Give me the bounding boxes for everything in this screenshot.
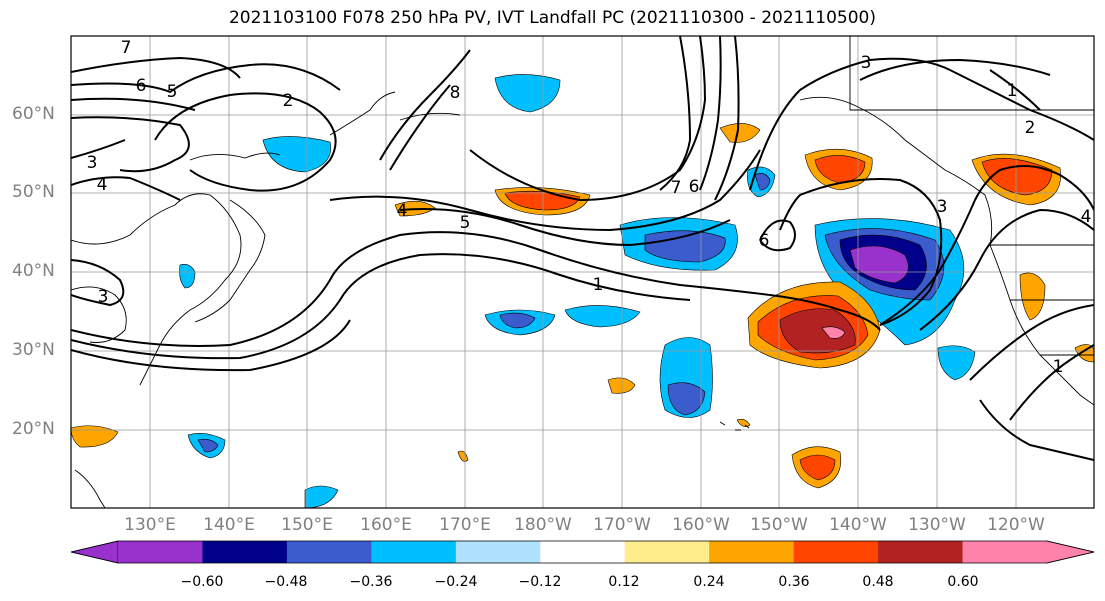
lon-label: 150°W <box>750 515 808 535</box>
colorbar-extend-high <box>1046 540 1095 564</box>
lon-label: 180°W <box>514 515 572 535</box>
pv-contours <box>71 36 1094 461</box>
contour-label: 5 <box>460 213 471 233</box>
colorbar-tick-label: 0.36 <box>778 574 810 590</box>
contour-label: 2 <box>1025 118 1036 138</box>
contour-labels: 7 6 5 2 3 4 8 4 5 1 7 6 6 3 3 2 1 4 3 1 <box>87 38 1092 377</box>
colorbar-tick-label: 0.24 <box>693 574 725 590</box>
contour-label: 7 <box>671 178 682 198</box>
contour-label: 6 <box>689 177 700 197</box>
contour-label: 6 <box>759 231 770 251</box>
colorbar <box>70 540 1095 564</box>
contour-label: 3 <box>98 287 109 307</box>
colorbar-tick-label: 0.12 <box>608 574 640 590</box>
lon-label: 120°W <box>987 515 1045 535</box>
colorbar-segment <box>793 541 879 563</box>
lon-label: 130°E <box>124 515 176 535</box>
contour-label: 6 <box>136 76 147 96</box>
contour-label: 2 <box>283 91 294 111</box>
colorbar-segment <box>962 541 1048 563</box>
colorbar-tick-label: −0.24 <box>434 574 478 590</box>
colorbar-segment <box>540 541 626 563</box>
lat-label: 20°N <box>12 419 55 439</box>
colorbar-tick-label: −0.60 <box>180 574 224 590</box>
colorbar-segment <box>118 541 203 563</box>
colorbar-tick-label: −0.36 <box>349 574 393 590</box>
lon-label: 140°E <box>203 515 255 535</box>
colorbar-segment <box>371 541 457 563</box>
contour-label: 1 <box>1007 81 1018 101</box>
lat-label: 40°N <box>12 261 55 281</box>
contour-label: 3 <box>861 53 872 73</box>
lon-label: 150°E <box>281 515 333 535</box>
colorbar-segment <box>709 541 795 563</box>
colorbar-segment <box>878 541 964 563</box>
contour-label: 1 <box>1053 357 1064 377</box>
colorbar-extend-low <box>70 540 119 564</box>
contour-label: 4 <box>97 175 108 195</box>
contour-label: 5 <box>167 82 178 102</box>
colorbar-segment <box>455 541 541 563</box>
colorbar-segment <box>624 541 710 563</box>
shaded-anomalies <box>71 74 1094 508</box>
lon-label: 170°W <box>593 515 651 535</box>
lon-label: 140°W <box>829 515 887 535</box>
colorbar-tick-label: −0.12 <box>518 574 562 590</box>
contour-label: 8 <box>450 83 461 103</box>
contour-label: 4 <box>397 201 408 221</box>
lat-label: 50°N <box>12 182 55 202</box>
lon-label: 160°W <box>672 515 730 535</box>
colorbar-tick-label: 0.60 <box>947 574 979 590</box>
contour-label: 7 <box>121 38 132 58</box>
map-title: 2021103100 F078 250 hPa PV, IVT Landfall… <box>228 8 876 28</box>
lat-label: 30°N <box>12 340 55 360</box>
colorbar-segment <box>286 541 372 563</box>
coastlines <box>71 36 1094 508</box>
colorbar-tick-label: 0.48 <box>862 574 894 590</box>
contour-label: 4 <box>1081 207 1092 227</box>
colorbar-segment <box>202 541 288 563</box>
colorbar-tick-label: −0.48 <box>264 574 308 590</box>
contour-label: 3 <box>87 153 98 173</box>
colorbar-outline <box>70 540 1095 564</box>
lon-label: 170°E <box>439 515 491 535</box>
contour-label: 1 <box>593 275 604 295</box>
contour-label: 3 <box>937 197 948 217</box>
lat-label: 60°N <box>12 104 55 124</box>
plot-border <box>70 35 1095 509</box>
lon-label: 130°W <box>908 515 966 535</box>
lon-label: 160°E <box>360 515 412 535</box>
